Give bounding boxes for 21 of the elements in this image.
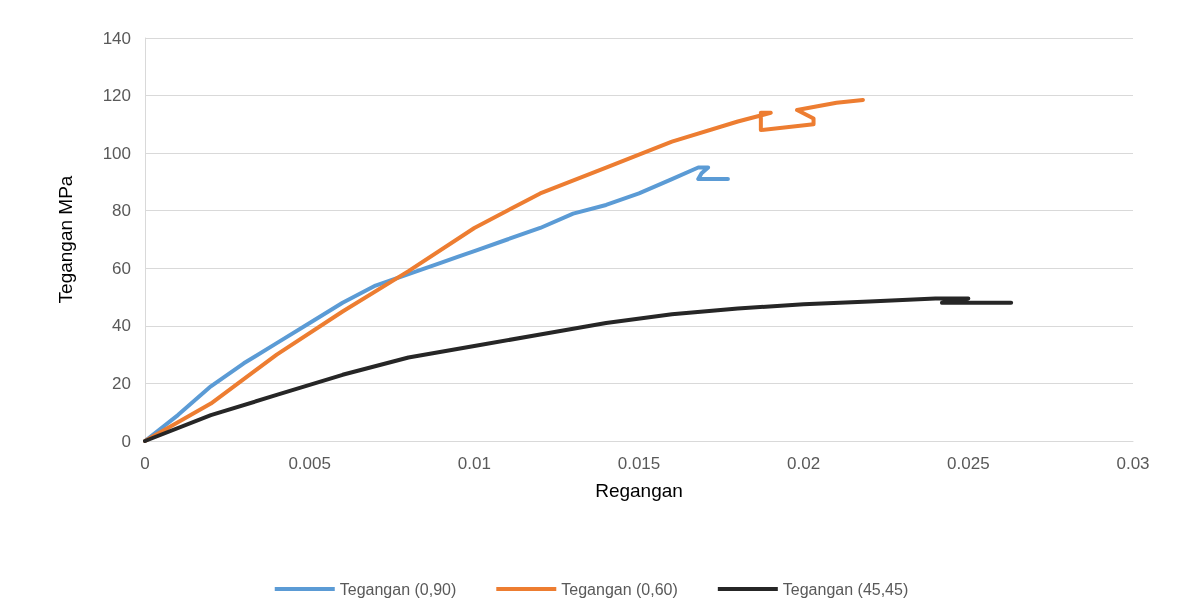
x-tick-label: 0.005 [288,454,331,473]
x-tick-label: 0.03 [1116,454,1150,473]
x-tick-label: 0.02 [787,454,821,473]
y-tick-label: 100 [102,143,131,163]
y-tick-label: 20 [112,373,131,393]
x-tick-label: 0 [140,454,150,473]
y-tick-label: 0 [121,431,131,451]
x-tick-label: 0.015 [617,454,661,473]
x-axis-title: Regangan [595,480,683,501]
legend-label: Tegangan (45,45) [782,580,909,598]
legend-label: Tegangan (0,90) [339,580,457,598]
x-tick-label: 0.025 [947,454,990,473]
y-tick-label: 80 [112,201,131,221]
y-tick-label: 140 [102,28,131,48]
y-tick-label: 40 [112,316,131,336]
line-series [143,296,1014,443]
y-tick-label: 60 [112,258,131,278]
x-tick-label: 0.01 [457,454,491,473]
y-axis-title: Tegangan MPa [55,175,76,304]
legend-label: Tegangan (0,60) [561,580,678,598]
y-tick-label: 120 [102,86,131,106]
